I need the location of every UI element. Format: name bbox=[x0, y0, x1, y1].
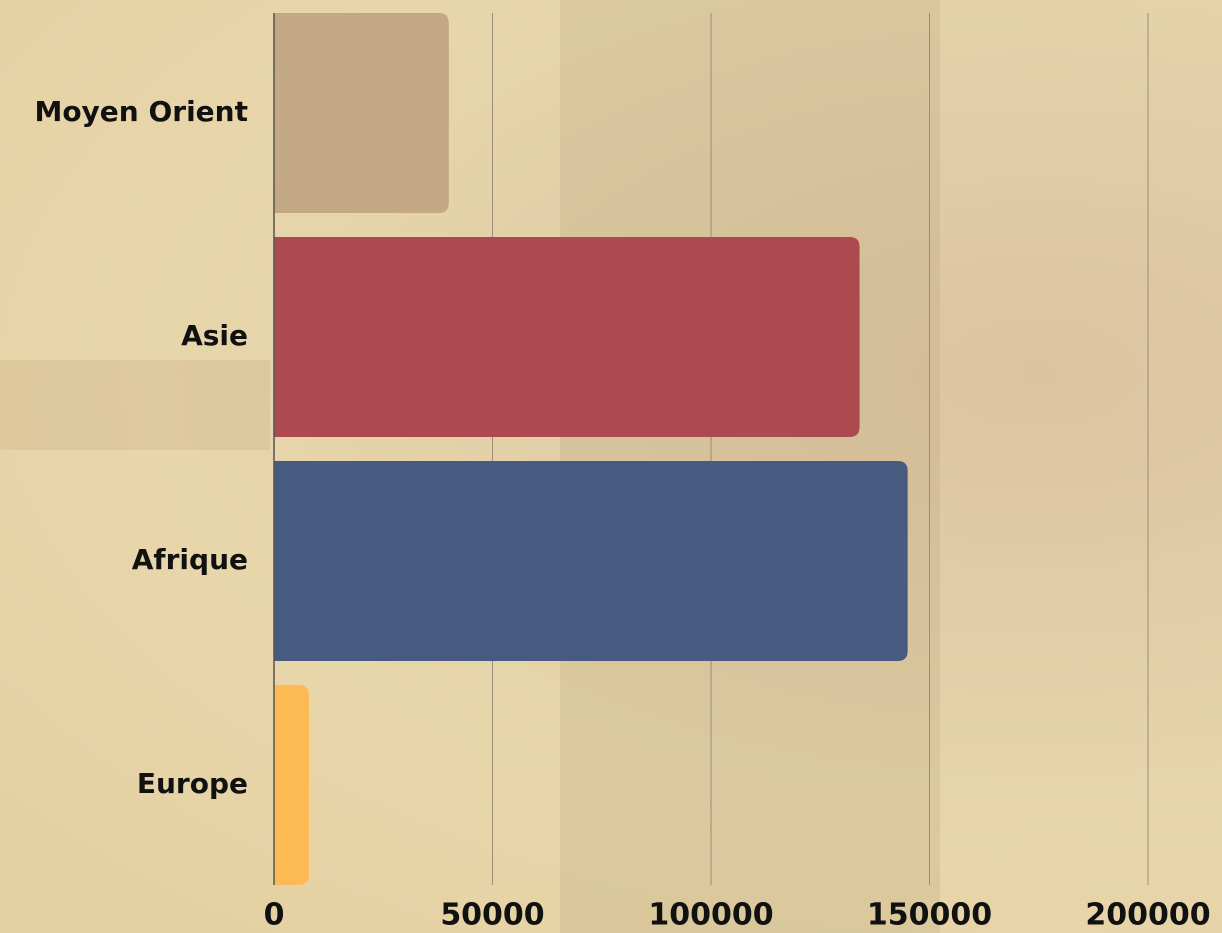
y-tick-label: Moyen Orient bbox=[34, 95, 248, 128]
x-tick-label: 150000 bbox=[867, 898, 992, 933]
x-tick-label: 100000 bbox=[648, 898, 773, 933]
bar bbox=[274, 461, 908, 661]
y-tick-label: Afrique bbox=[132, 543, 248, 576]
chart: 0 50000 100000 150000 200000 Moyen Orient Asie… bbox=[0, 0, 1222, 933]
bar bbox=[274, 237, 860, 437]
y-tick-label: Europe bbox=[137, 767, 248, 800]
x-tick-label: 50000 bbox=[440, 898, 544, 933]
x-tick-label: 0 bbox=[264, 898, 285, 933]
background-texture bbox=[0, 360, 270, 450]
x-tick-label: 200000 bbox=[1085, 898, 1210, 933]
bar bbox=[274, 685, 309, 885]
bar bbox=[274, 13, 449, 213]
y-tick-label: Asie bbox=[181, 319, 248, 352]
